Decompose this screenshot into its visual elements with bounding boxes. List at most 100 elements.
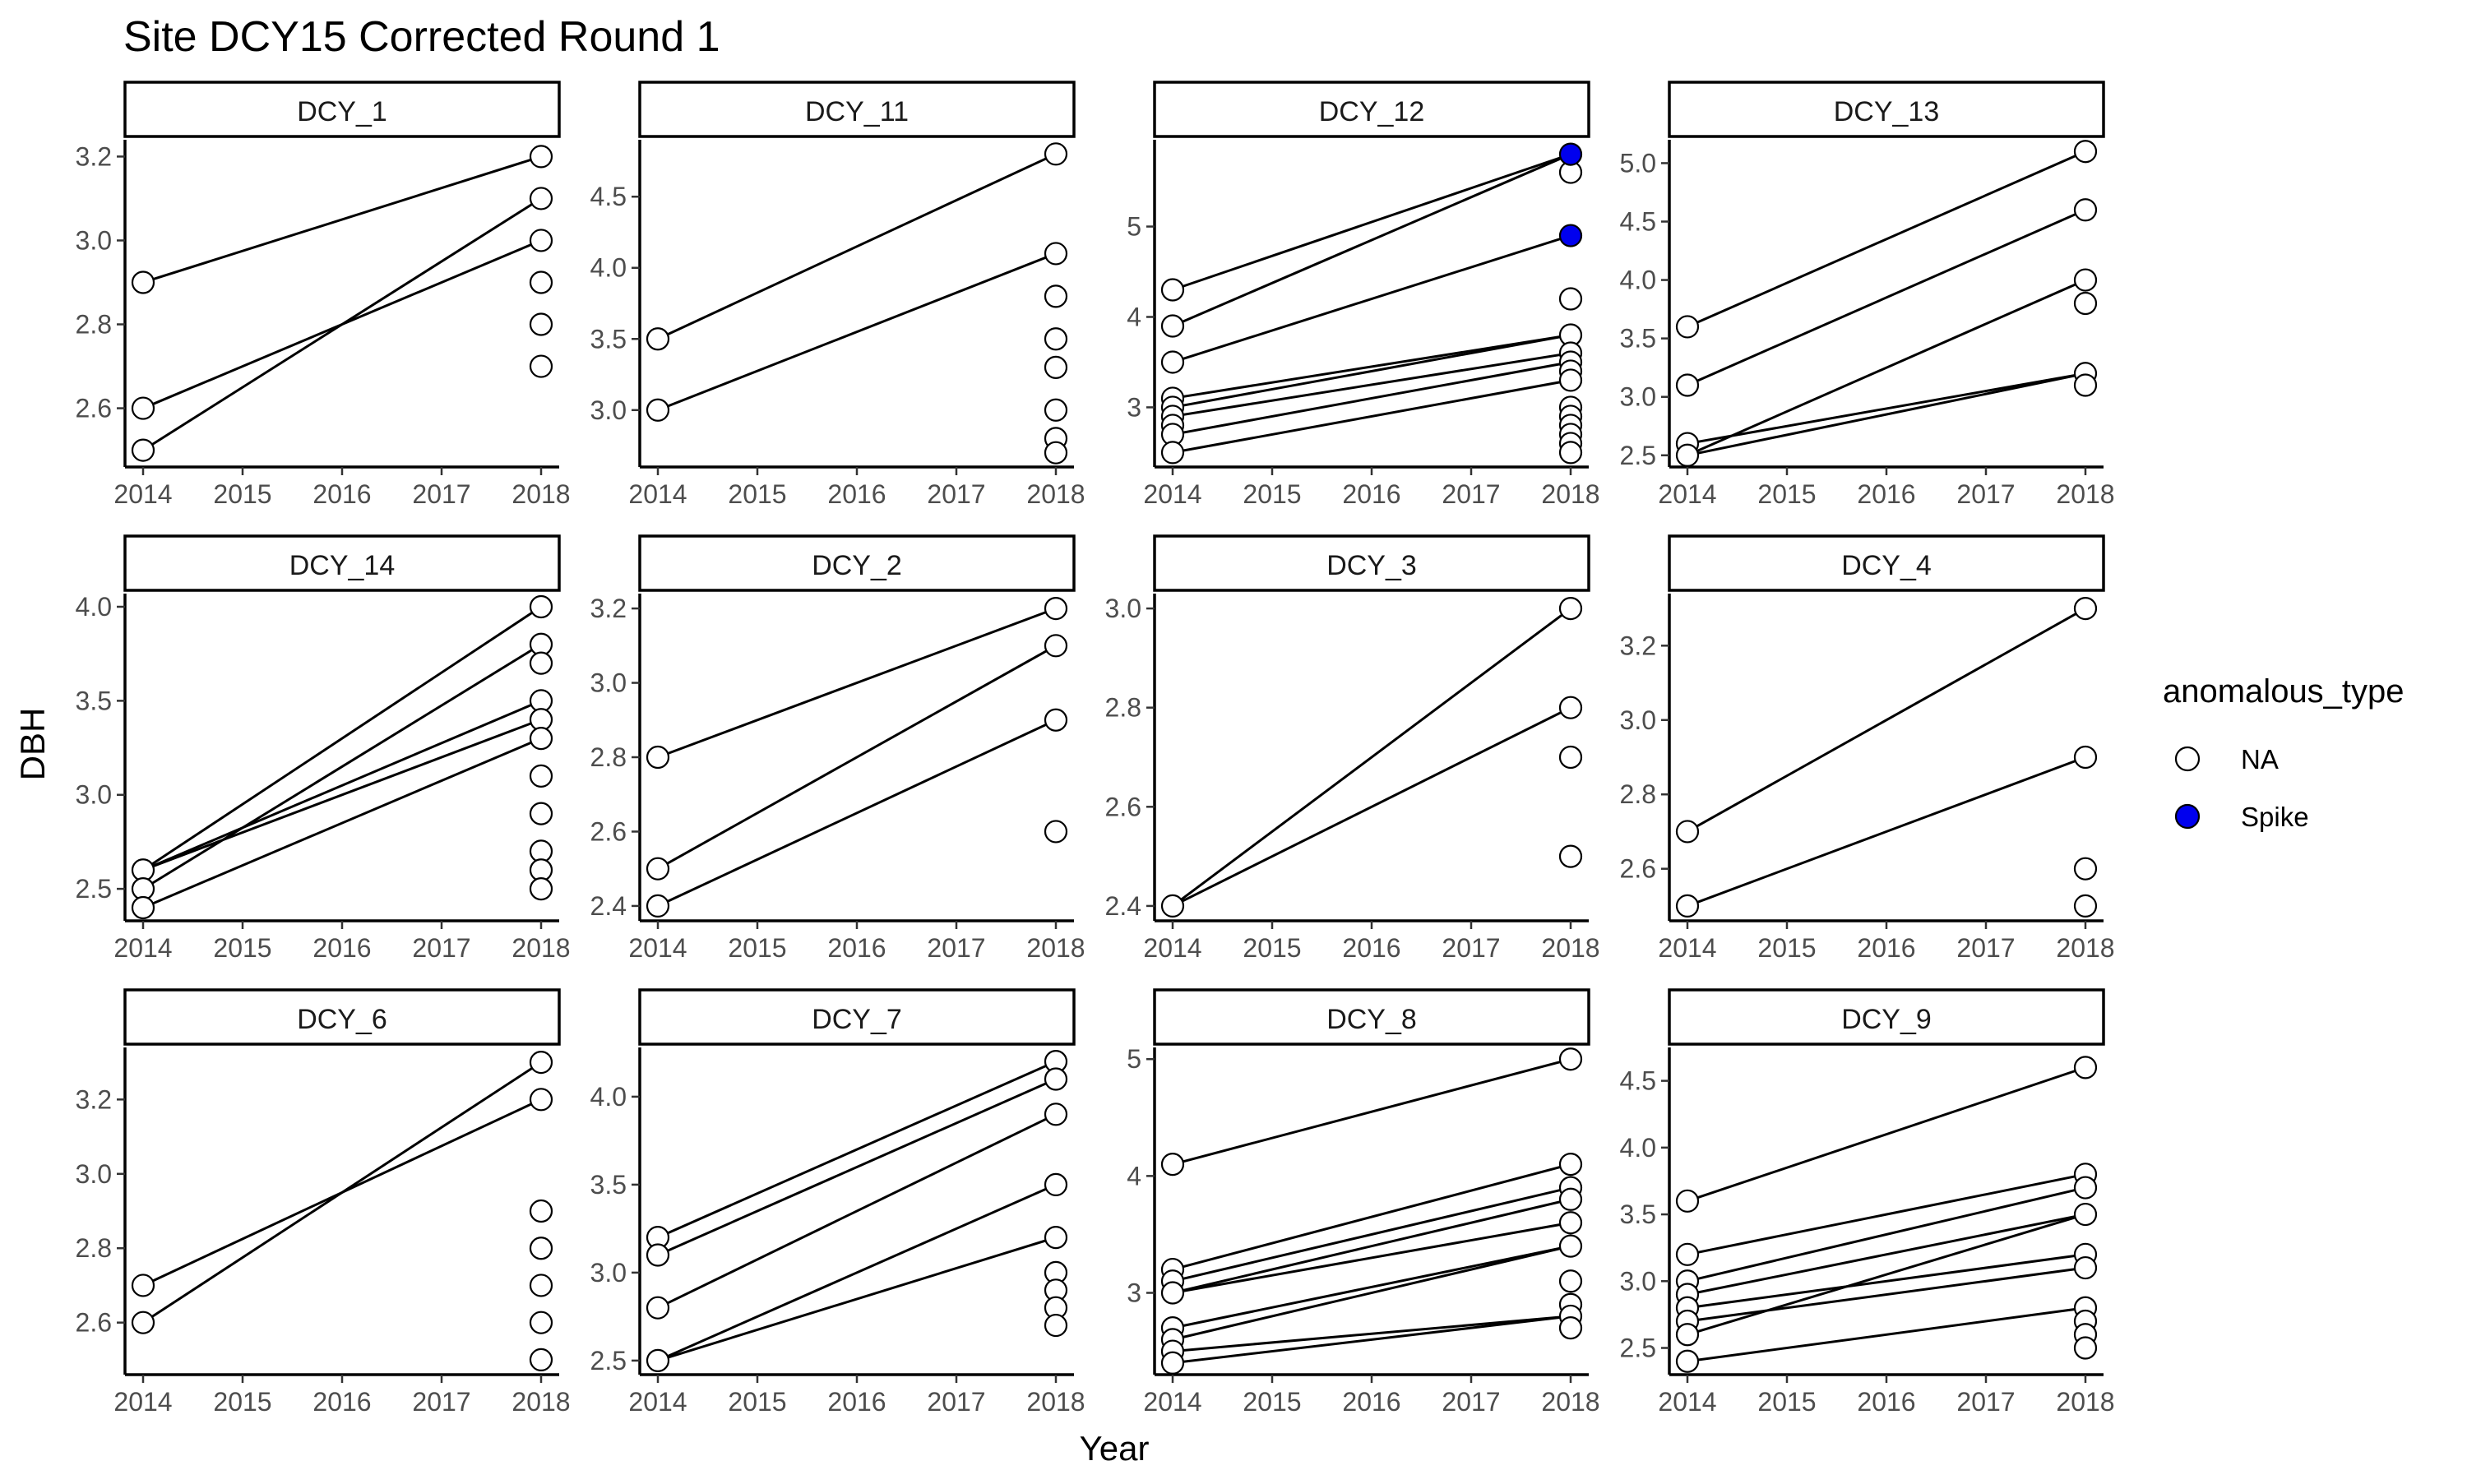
data-point (2073, 745, 2098, 770)
data-point (1558, 745, 1583, 770)
data-point (1160, 278, 1185, 302)
data-point (1044, 398, 1068, 422)
panel-dcy-2: DCY_2 2.4 2.6 2.8 3.0 3.2 2014 2015 2016 2017 2018 (590, 534, 1085, 963)
data-point (1160, 441, 1185, 465)
data-point (529, 877, 553, 901)
x-axis-title: Year (1080, 1429, 1150, 1468)
growth-line (1172, 607, 1571, 908)
growth-line (1172, 1163, 1571, 1271)
x-tick-label: 2015 (1243, 933, 1301, 963)
x-tick-label: 2015 (1243, 479, 1301, 509)
growth-line (1687, 1186, 2086, 1283)
data-point (1044, 242, 1068, 266)
y-tick-label: 5 (1127, 212, 1141, 242)
data-point (131, 396, 155, 420)
growth-line (1687, 1213, 2086, 1297)
x-tick-label: 2018 (511, 933, 570, 963)
growth-line (657, 1112, 1057, 1310)
data-point (529, 145, 553, 169)
data-point (1044, 1103, 1068, 1126)
y-tick-label: 3.2 (590, 594, 627, 623)
x-tick-label: 2014 (1658, 479, 1716, 509)
growth-line (1172, 1315, 1571, 1353)
data-point (1675, 820, 1700, 844)
growth-line (1172, 1198, 1571, 1294)
x-tick-label: 2015 (1757, 479, 1816, 509)
data-point (2073, 198, 2098, 222)
x-tick-label: 2016 (827, 933, 886, 963)
data-point (131, 1274, 155, 1297)
legend-title: anomalous_type (2163, 673, 2405, 710)
x-tick-label: 2014 (1658, 933, 1716, 963)
y-tick-label: 2.5 (76, 874, 112, 904)
growth-line (1687, 756, 2086, 908)
data-point (1160, 894, 1185, 918)
x-tick-label: 2015 (213, 1387, 271, 1417)
x-tick-label: 2017 (1442, 479, 1500, 509)
growth-line (1172, 334, 1571, 409)
x-tick-label: 2016 (1342, 933, 1400, 963)
growth-line (657, 1078, 1057, 1256)
x-tick-label: 2017 (1442, 1387, 1500, 1417)
x-tick-label: 2016 (312, 1387, 371, 1417)
data-point (131, 438, 155, 462)
data-point (529, 594, 553, 619)
y-tick-label: 2.4 (1105, 891, 1141, 921)
y-tick-label: 3.0 (590, 395, 627, 425)
y-tick-label: 3.0 (76, 1159, 112, 1189)
x-tick-label: 2014 (628, 1387, 687, 1417)
data-point (1675, 1242, 1700, 1266)
x-tick-label: 2018 (1541, 1387, 1599, 1417)
x-tick-label: 2016 (1857, 479, 1915, 509)
data-point (529, 764, 553, 788)
x-tick-label: 2014 (1143, 1387, 1201, 1417)
x-tick-label: 2016 (827, 1387, 886, 1417)
growth-line (1172, 153, 1571, 327)
data-point (1558, 696, 1583, 719)
y-tick-label: 2.8 (590, 742, 627, 772)
growth-line (1172, 1245, 1571, 1341)
data-point (1160, 1351, 1185, 1375)
data-point (2073, 1202, 2098, 1227)
data-point (2073, 596, 2098, 621)
data-point (1044, 1313, 1068, 1338)
x-tick-label: 2018 (2056, 1387, 2114, 1417)
data-point (2073, 140, 2098, 164)
growth-line (1172, 333, 1571, 400)
data-point (646, 745, 670, 770)
data-point (131, 1311, 155, 1334)
facet-strip-label: DCY_3 (1326, 550, 1417, 581)
x-tick-label: 2015 (1757, 1387, 1816, 1417)
y-tick-label: 2.8 (76, 1233, 112, 1263)
data-point (1675, 315, 1700, 339)
facet-strip-label: DCY_4 (1841, 550, 1932, 581)
panel-dcy-1: DCY_1 2.6 2.8 3.0 3.2 2014 2015 2016 2017 2018 (76, 81, 571, 509)
panel-dcy-3: DCY_3 2.4 2.6 2.8 3.0 2014 2015 2016 2017 2018 (1105, 534, 1600, 963)
growth-line (1172, 1186, 1571, 1283)
data-point (529, 1199, 553, 1223)
y-tick-label: 2.6 (1105, 792, 1141, 821)
x-tick-label: 2015 (728, 1387, 786, 1417)
data-point (2073, 857, 2098, 881)
x-tick-label: 2017 (412, 933, 470, 963)
y-tick-label: 3.0 (590, 668, 627, 698)
y-tick-label: 2.5 (1620, 1334, 1656, 1363)
growth-line (1172, 360, 1571, 436)
growth-line (1687, 150, 2086, 328)
facet-strip (1153, 988, 1590, 1046)
growth-line (1687, 1213, 2086, 1336)
growth-line (142, 718, 542, 871)
panel-dcy-14: DCY_14 2.5 3.0 3.5 4.0 2014 2015 2016 2017 2018 (76, 534, 571, 963)
data-point (1044, 1172, 1068, 1197)
data-point (1044, 1067, 1068, 1091)
growth-line (1687, 607, 2086, 833)
x-tick-label: 2014 (1143, 479, 1201, 509)
data-point (1044, 634, 1068, 658)
y-tick-label: 4.0 (76, 592, 112, 622)
y-tick-label: 3.2 (76, 141, 112, 171)
y-tick-label: 3.0 (590, 1258, 627, 1288)
x-tick-label: 2018 (1026, 1387, 1085, 1417)
data-point (646, 894, 670, 918)
